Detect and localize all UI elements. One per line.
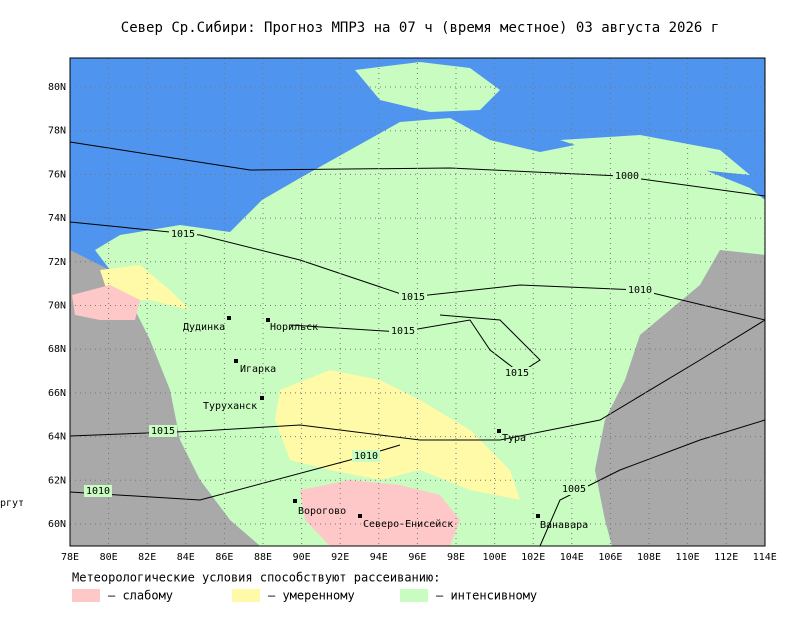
isobar-label-bg <box>560 483 588 495</box>
city-label: Дудинка <box>183 322 225 333</box>
isobar <box>69 319 766 441</box>
outside-label: ргут <box>0 498 24 509</box>
lat-label: 70N <box>48 301 66 312</box>
legend-swatch <box>232 589 260 602</box>
isobar-label: 1015 <box>171 229 195 240</box>
lon-label: 98E <box>447 552 465 563</box>
frame <box>69 57 766 547</box>
zone-weak <box>72 285 140 320</box>
lon-label: 90E <box>293 552 311 563</box>
lat-label: 78N <box>48 126 66 137</box>
city-label: Норильск <box>270 322 318 333</box>
isobar-label: 1010 <box>86 486 110 497</box>
isobar-label-bg <box>149 425 177 437</box>
city-dot <box>536 514 540 518</box>
isobar-label: 1010 <box>628 285 652 296</box>
isobar-label: 1015 <box>151 426 175 437</box>
lat-label: 68N <box>48 344 66 355</box>
lon-label: 92E <box>331 552 349 563</box>
isobar-label: 1015 <box>401 292 425 303</box>
isobar-label-bg <box>399 291 427 303</box>
lat-label: 64N <box>48 432 66 443</box>
lon-label: 108E <box>637 552 661 563</box>
lat-label: 80N <box>48 82 66 93</box>
map <box>69 57 766 547</box>
lon-label: 96E <box>408 552 426 563</box>
lon-label: 102E <box>521 552 545 563</box>
legend: Метеорологические условия способствуют р… <box>72 571 537 603</box>
city-dot <box>293 499 297 503</box>
lon-label: 86E <box>215 552 233 563</box>
isobar <box>539 419 766 547</box>
isobar-label-bg <box>503 367 531 379</box>
city-dot <box>227 316 231 320</box>
legend-item: – интенсивному <box>436 589 537 603</box>
lat-label: 72N <box>48 257 66 268</box>
title: Север Ср.Сибири: Прогноз МПРЗ на 07 ч (в… <box>121 20 719 36</box>
legend-title: Метеорологические условия способствуют р… <box>72 571 440 585</box>
lon-label: 88E <box>254 552 272 563</box>
legend-swatch <box>72 589 100 602</box>
lat-label: 66N <box>48 388 66 399</box>
city-label: Ванавара <box>540 520 588 531</box>
grey-right <box>595 250 765 546</box>
lat-label: 60N <box>48 519 66 530</box>
city-dot <box>358 514 362 518</box>
isobar-label: 1005 <box>562 484 586 495</box>
lon-label: 100E <box>483 552 507 563</box>
lat-label: 74N <box>48 213 66 224</box>
lon-label: 94E <box>370 552 388 563</box>
zone-moderate <box>275 370 520 500</box>
grey-left <box>70 250 260 546</box>
lon-label: 82E <box>138 552 156 563</box>
city-dot <box>497 429 501 433</box>
city-label: Игарка <box>240 364 276 375</box>
lon-label: 112E <box>714 552 738 563</box>
isobar-label: 1000 <box>615 171 639 182</box>
isobar-label-bg <box>613 170 641 182</box>
lon-label: 114E <box>753 552 777 563</box>
city-label: Тура <box>502 433 526 444</box>
city-label: Туруханск <box>203 401 257 412</box>
lon-label: 106E <box>598 552 622 563</box>
isobar-label: 1015 <box>391 326 415 337</box>
island <box>560 135 750 175</box>
lon-label: 104E <box>560 552 584 563</box>
lon-label: 80E <box>100 552 118 563</box>
isobar-label-bg <box>84 485 112 497</box>
isobar-label-bg <box>169 228 197 240</box>
city-dot <box>234 359 238 363</box>
city-dot <box>260 396 264 400</box>
lon-label: 84E <box>177 552 195 563</box>
legend-item: – слабому <box>108 589 173 603</box>
lon-label: 78E <box>61 552 79 563</box>
land <box>95 118 765 546</box>
isobar-label: 1010 <box>354 451 378 462</box>
island <box>355 62 500 112</box>
city-label: Северо-Енисейск <box>363 518 453 530</box>
lat-label: 76N <box>48 169 66 180</box>
city-dot <box>266 318 270 322</box>
isobar-label-bg <box>389 325 417 337</box>
isobar-label: 1015 <box>505 368 529 379</box>
isobar <box>69 141 766 197</box>
isobar-label-bg <box>352 450 380 462</box>
legend-item: – умеренному <box>268 589 355 603</box>
isobar-label-bg <box>626 284 654 296</box>
city-label: Ворогово <box>298 506 346 517</box>
zone-weak <box>300 480 460 546</box>
lon-label: 110E <box>676 552 700 563</box>
legend-swatch <box>400 589 428 602</box>
lat-label: 62N <box>48 475 66 486</box>
